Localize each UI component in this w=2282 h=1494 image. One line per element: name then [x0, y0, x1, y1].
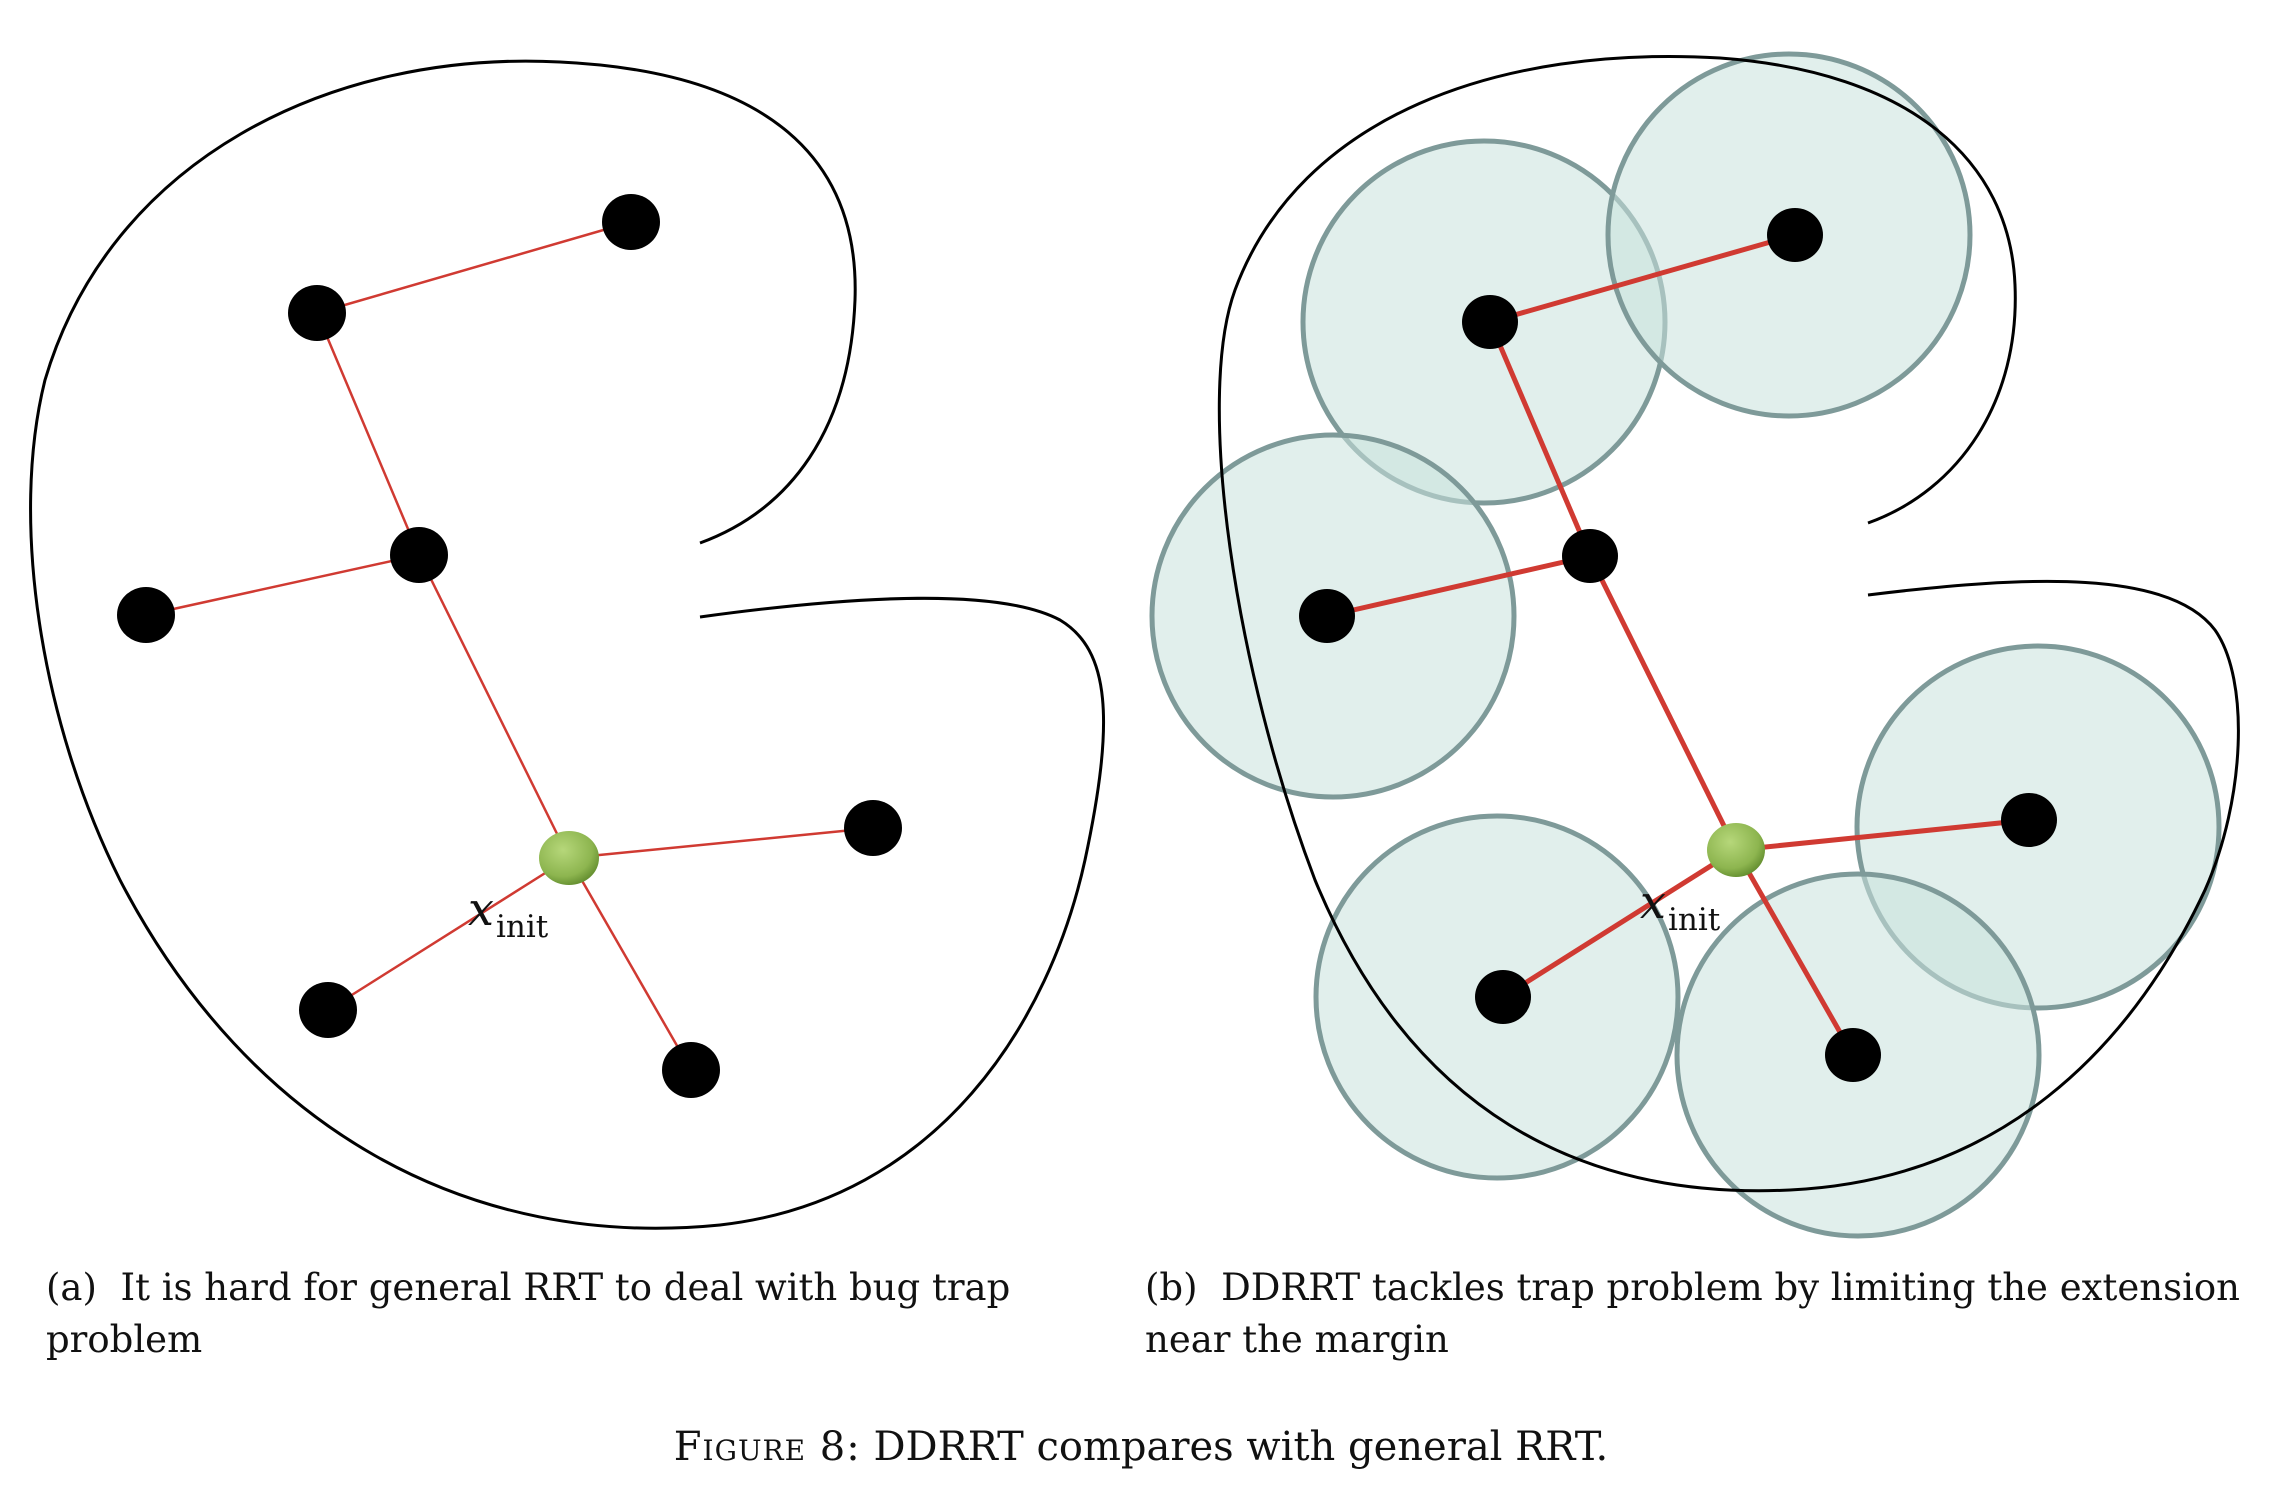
tree-edge	[327, 856, 570, 1012]
tree-node	[1475, 970, 1531, 1024]
caption-a-marker: (a)	[46, 1266, 97, 1309]
panel-a: xinit	[29, 59, 1106, 1230]
figure-caption: Figure 8: DDRRT compares with general RR…	[0, 1424, 2282, 1470]
tree-node	[117, 587, 175, 643]
tree-edges	[1326, 232, 2030, 1057]
tree-edge	[1489, 232, 1796, 325]
tree-node	[1562, 529, 1618, 583]
tree-edge	[1501, 847, 1738, 1000]
init-label: xinit	[468, 882, 549, 945]
tree-edges	[145, 220, 874, 1071]
init-label-symbol: x	[468, 882, 494, 936]
tree-edge	[568, 826, 874, 860]
tree-node	[1299, 589, 1355, 643]
bug-trap-boundary	[1217, 54, 2240, 1193]
tree-edge	[417, 554, 571, 859]
tree-node	[390, 527, 448, 583]
tree-node	[288, 285, 346, 341]
init-label-subscript: init	[496, 909, 549, 945]
caption-a-text: It is hard for general RRT to deal with …	[46, 1266, 1011, 1361]
margin-circles	[1149, 51, 2222, 1239]
init-node	[1707, 823, 1765, 877]
tree-edge	[1733, 848, 1856, 1057]
caption-b-marker: (b)	[1145, 1266, 1198, 1309]
init-node	[539, 831, 599, 885]
caption-b-text: DDRRT tackles trap problem by limiting t…	[1145, 1266, 2241, 1361]
tree-edge	[315, 312, 421, 556]
init-label: xinit	[1640, 875, 1721, 938]
tree-edge	[1487, 321, 1593, 557]
tree-edge	[567, 857, 693, 1071]
panel-b: xinit	[1149, 51, 2240, 1239]
caption-a: (a) It is hard for general RRT to deal w…	[46, 1262, 1106, 1366]
figure-caption-prefix: Figure 8:	[673, 1424, 861, 1470]
tree-node	[2001, 793, 2057, 847]
tree-node	[299, 982, 357, 1038]
tree-edge	[1735, 817, 2030, 853]
tree-edge	[1326, 553, 1591, 619]
tree-node	[1825, 1028, 1881, 1082]
figure-caption-text: DDRRT compares with general RRT.	[873, 1424, 1609, 1470]
init-label-subscript: init	[1668, 902, 1721, 938]
bug-trap-boundary	[29, 59, 1106, 1230]
tree-node	[602, 194, 660, 250]
caption-b: (b) DDRRT tackles trap problem by limiti…	[1145, 1262, 2255, 1366]
tree-edge	[316, 220, 632, 315]
tree-node	[1767, 208, 1823, 262]
tree-edge	[145, 553, 420, 617]
tree-nodes	[1299, 208, 2057, 1082]
init-label-symbol: x	[1640, 875, 1666, 929]
tree-node	[844, 800, 902, 856]
tree-nodes	[117, 194, 902, 1098]
tree-node	[1462, 295, 1518, 349]
tree-node	[662, 1042, 720, 1098]
tree-edge	[1587, 554, 1739, 852]
